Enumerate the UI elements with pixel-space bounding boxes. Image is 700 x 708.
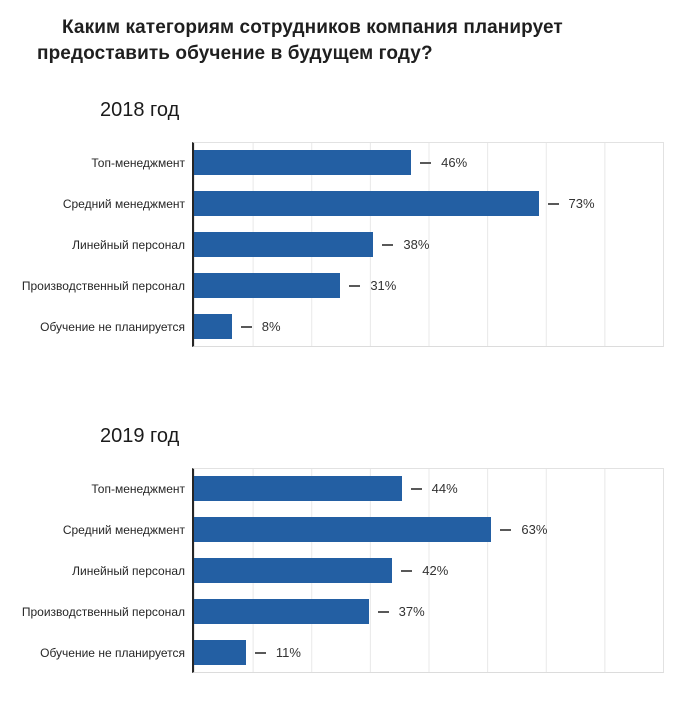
bar bbox=[194, 150, 412, 175]
bar-row-no-training: Обучение не планируется 11% bbox=[0, 632, 700, 673]
value-label: 31% bbox=[370, 278, 397, 293]
category-label: Линейный персонал bbox=[72, 563, 185, 578]
category-label: Топ-менеджмент bbox=[91, 481, 185, 496]
bar-row-top-management: Топ-менеджмент 44% bbox=[0, 468, 700, 509]
chart-2019: 2019 год Топ-менеджмент 44% Средний мене… bbox=[0, 425, 700, 673]
value-label: 8% bbox=[261, 319, 281, 334]
category-label: Средний менеджмент bbox=[62, 522, 185, 537]
value-dash bbox=[377, 610, 389, 613]
bar bbox=[194, 273, 341, 298]
value-dash bbox=[382, 243, 394, 246]
value-label: 73% bbox=[568, 196, 595, 211]
value-dash bbox=[401, 569, 413, 572]
page-title-line-1: Каким категориям сотрудников компания пл… bbox=[62, 17, 563, 38]
bar bbox=[194, 517, 492, 542]
category-label: Обучение не планируется bbox=[40, 645, 185, 660]
category-label: Производственный персонал bbox=[21, 278, 185, 293]
value-label: 44% bbox=[431, 481, 458, 496]
value-dash bbox=[254, 651, 266, 654]
value-label: 37% bbox=[398, 604, 425, 619]
bar-area: 73% bbox=[192, 191, 664, 216]
bar-area: 11% bbox=[192, 640, 664, 665]
value-dash bbox=[420, 161, 432, 164]
value-dash bbox=[547, 202, 559, 205]
value-label: 11% bbox=[275, 645, 301, 660]
bar-row-production-staff: Производственный персонал 37% bbox=[0, 591, 700, 632]
bar-area: 63% bbox=[192, 517, 664, 542]
bar-area: 37% bbox=[192, 599, 664, 624]
bar-area: 38% bbox=[192, 232, 664, 257]
bar-row-production-staff: Производственный персонал 31% bbox=[0, 265, 700, 306]
bar bbox=[194, 599, 369, 624]
bar-row-line-staff: Линейный персонал 38% bbox=[0, 224, 700, 265]
bar-row-top-management: Топ-менеджмент 46% bbox=[0, 142, 700, 183]
bar-area: 31% bbox=[192, 273, 664, 298]
chart-2018-rows: Топ-менеджмент 46% Средний менеджмент 73… bbox=[0, 142, 700, 347]
bar-row-middle-management: Средний менеджмент 73% bbox=[0, 183, 700, 224]
chart-2019-plot: Топ-менеджмент 44% Средний менеджмент 63… bbox=[0, 468, 700, 673]
bar bbox=[194, 191, 539, 216]
page-title: Каким категориям сотрудников компания пл… bbox=[0, 0, 700, 67]
value-dash bbox=[349, 284, 361, 287]
page-title-line-2: предоставить обучение в будущем году? bbox=[37, 43, 433, 64]
chart-2019-title: 2019 год bbox=[100, 425, 180, 447]
bar bbox=[194, 640, 246, 665]
value-dash bbox=[500, 528, 512, 531]
bar bbox=[194, 232, 374, 257]
category-label: Линейный персонал bbox=[72, 237, 185, 252]
bar-area: 42% bbox=[192, 558, 664, 583]
bar-row-line-staff: Линейный персонал 42% bbox=[0, 550, 700, 591]
category-label: Обучение не планируется bbox=[40, 319, 185, 334]
category-label: Средний менеджмент bbox=[62, 196, 185, 211]
chart-2018: 2018 год Топ-менеджмент 46% Средний мене… bbox=[0, 99, 700, 347]
bar bbox=[194, 558, 393, 583]
value-label: 46% bbox=[441, 155, 468, 170]
bar bbox=[194, 476, 402, 501]
value-label: 63% bbox=[521, 522, 548, 537]
bar bbox=[194, 314, 232, 339]
chart-2018-title: 2018 год bbox=[100, 99, 180, 121]
value-dash bbox=[240, 325, 252, 328]
chart-2018-plot: Топ-менеджмент 46% Средний менеджмент 73… bbox=[0, 142, 700, 347]
bar-area: 8% bbox=[192, 314, 664, 339]
value-label: 38% bbox=[403, 237, 430, 252]
category-label: Топ-менеджмент bbox=[91, 155, 185, 170]
bar-row-no-training: Обучение не планируется 8% bbox=[0, 306, 700, 347]
category-label: Производственный персонал bbox=[21, 604, 185, 619]
bar-area: 46% bbox=[192, 150, 664, 175]
chart-2019-rows: Топ-менеджмент 44% Средний менеджмент 63… bbox=[0, 468, 700, 673]
bar-area: 44% bbox=[192, 476, 664, 501]
value-label: 42% bbox=[422, 563, 449, 578]
value-dash bbox=[410, 487, 422, 490]
bar-row-middle-management: Средний менеджмент 63% bbox=[0, 509, 700, 550]
